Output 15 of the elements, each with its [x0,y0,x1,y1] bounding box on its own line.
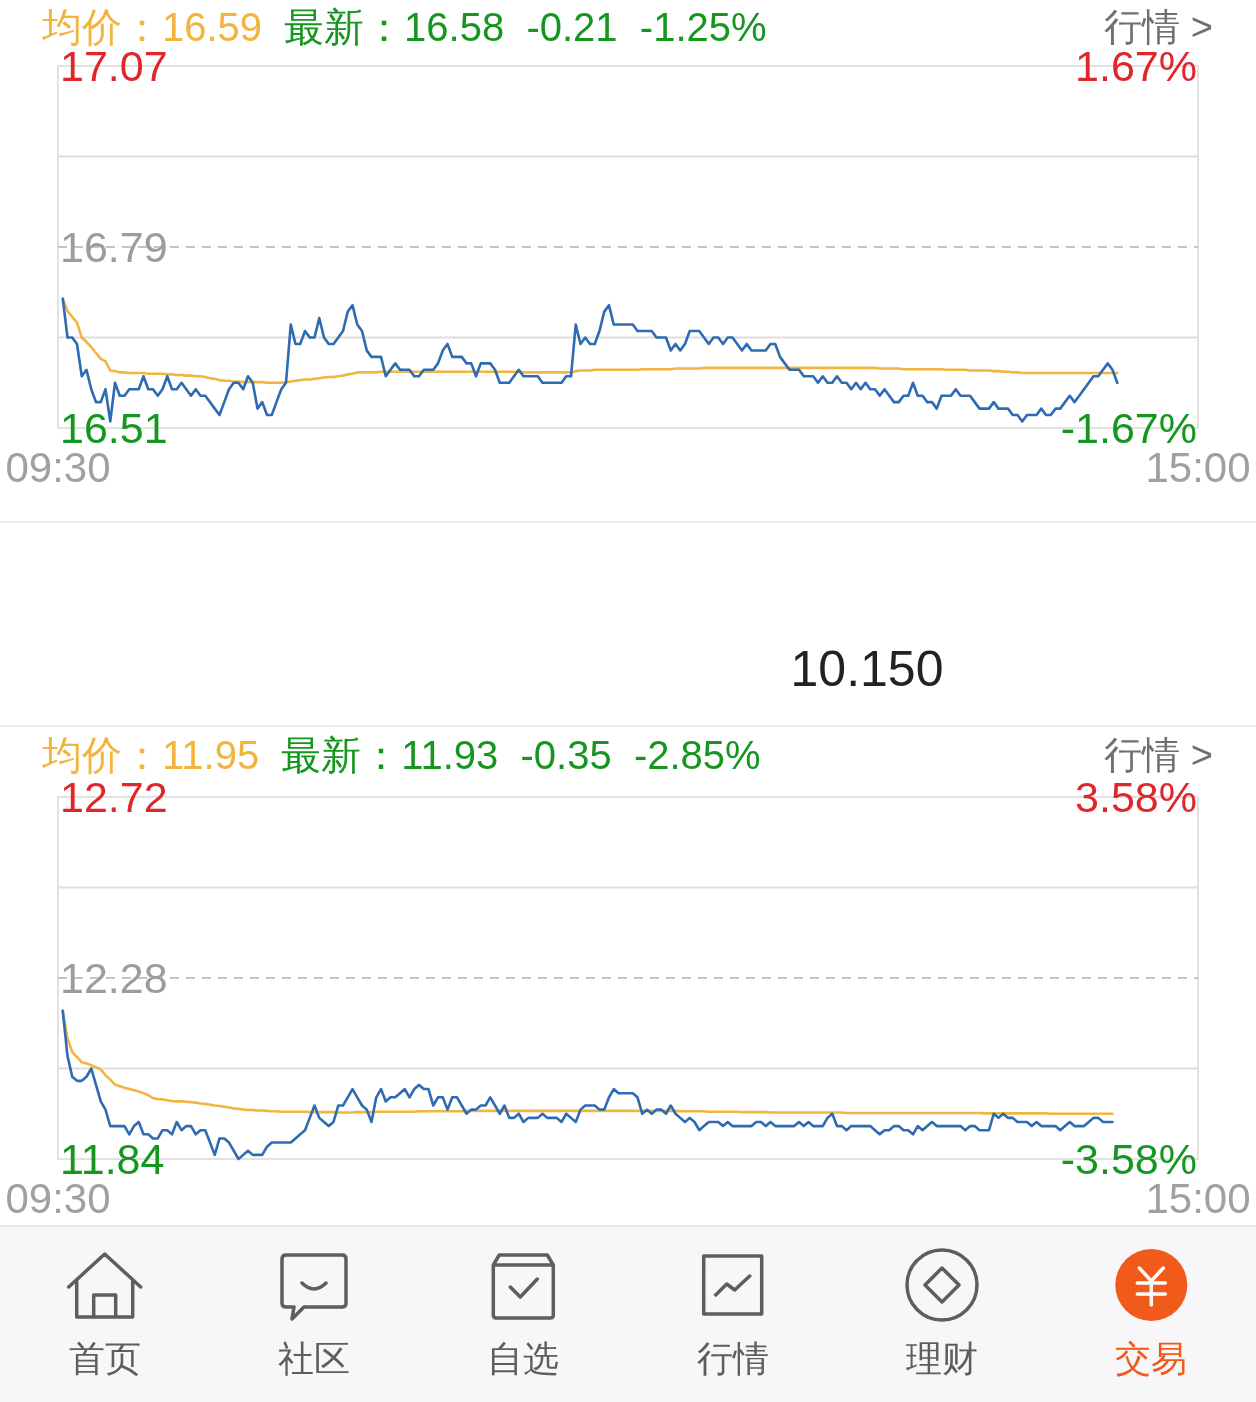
text: 行情 [696,1338,769,1379]
text: 理财 [906,1338,978,1379]
text: 自选 [487,1338,560,1379]
y-tick-label: 12.28 [60,954,168,1002]
text: 行情 > [1104,734,1213,776]
text: 10.150 [790,641,944,697]
chart-title: 均价：11.95 [41,733,260,777]
text: 交易 [1115,1338,1188,1379]
text: 首页 [68,1338,141,1379]
line-series [61,297,1119,385]
chart-subtitle: 最新：16.58 -0.21 -1.25% [284,5,767,49]
y-tick-label: 16.79 [60,223,168,271]
chart-subtitle: 最新：11.93 -0.35 -2.85% [281,733,761,777]
text: 社区 [278,1338,350,1379]
y2-tick-label: 3.58% [1075,773,1197,821]
